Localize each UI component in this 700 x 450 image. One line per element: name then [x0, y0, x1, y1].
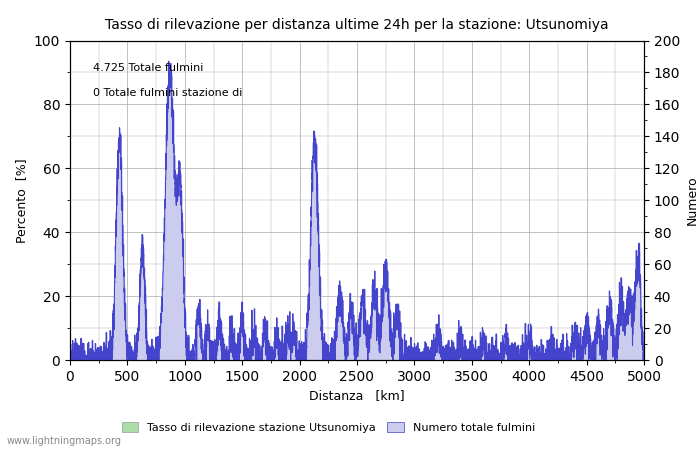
Text: 4.725 Totale fulmini: 4.725 Totale fulmini	[93, 63, 203, 73]
Y-axis label: Numero: Numero	[686, 176, 699, 225]
Title: Tasso di rilevazione per distanza ultime 24h per la stazione: Utsunomiya: Tasso di rilevazione per distanza ultime…	[105, 18, 609, 32]
Legend: Tasso di rilevazione stazione Utsunomiya, Numero totale fulmini: Tasso di rilevazione stazione Utsunomiya…	[117, 418, 540, 437]
Y-axis label: Percento  [%]: Percento [%]	[15, 158, 28, 243]
Text: www.lightningmaps.org: www.lightningmaps.org	[7, 436, 122, 446]
Text: 0 Totale fulmini stazione di: 0 Totale fulmini stazione di	[93, 88, 242, 99]
X-axis label: Distanza   [km]: Distanza [km]	[309, 389, 405, 402]
